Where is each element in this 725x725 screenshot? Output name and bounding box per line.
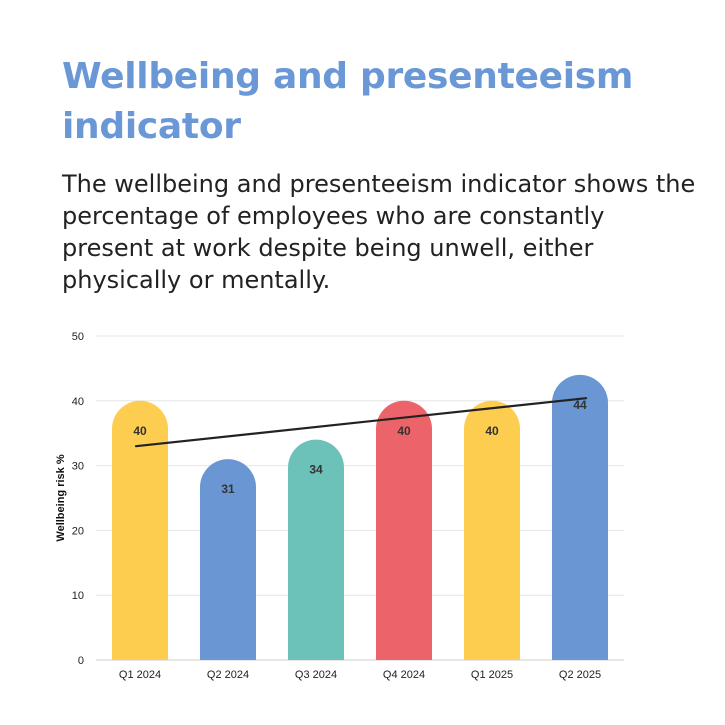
x-tick-label: Q1 2025	[471, 669, 513, 681]
x-tick-label: Q4 2024	[383, 669, 425, 681]
grid-lines	[96, 335, 624, 661]
trendline	[134, 397, 588, 448]
bar	[552, 374, 608, 660]
x-tick-label: Q1 2024	[119, 669, 161, 681]
x-tick-label: Q3 2024	[295, 669, 337, 681]
x-tick-label: Q2 2025	[559, 669, 601, 681]
bar-value-label: 40	[397, 424, 411, 438]
bar-value-label: 40	[485, 424, 499, 438]
y-tick-label: 10	[72, 590, 84, 602]
y-tick-label: 50	[72, 331, 84, 343]
chart-title: Wellbeing and presenteeism indicator	[62, 56, 634, 147]
bar	[288, 439, 344, 660]
trendline-path	[134, 397, 588, 448]
bar	[464, 400, 520, 660]
bar-value-label: 34	[309, 463, 323, 477]
bar	[200, 459, 256, 660]
bar	[376, 400, 432, 660]
bars	[112, 374, 608, 660]
y-tick-label: 40	[72, 396, 84, 408]
x-axis: Q1 2024 Q2 2024 Q3 2024 Q4 2024 Q1 2025 Q2 20…	[119, 669, 601, 681]
y-tick-label: 30	[72, 461, 84, 473]
y-axis-title: Wellbeing risk %	[55, 454, 67, 541]
bar-value-label: 31	[221, 482, 235, 496]
bar-value-label: 40	[133, 424, 147, 438]
y-axis: 0 10 20 30 40 50	[72, 331, 84, 667]
y-tick-label: 0	[78, 655, 84, 667]
x-tick-label: Q2 2024	[207, 669, 249, 681]
chart-description: The wellbeing and presenteeism indicator…	[62, 170, 696, 294]
y-tick-label: 20	[72, 525, 84, 537]
bar	[112, 400, 168, 660]
data-labels: 40 31 34 40 40 44	[133, 398, 587, 496]
bar-value-label: 44	[573, 398, 587, 412]
